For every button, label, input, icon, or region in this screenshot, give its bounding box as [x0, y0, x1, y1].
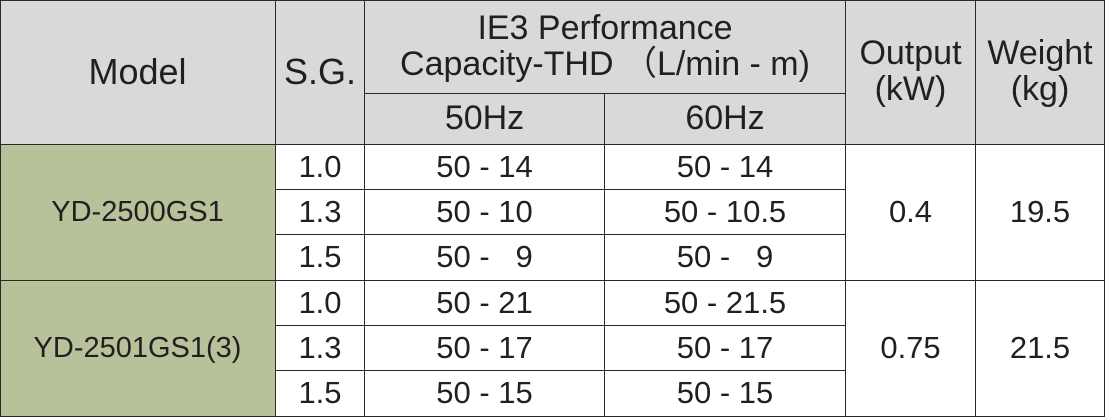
model-name: YD-2501GS1(3) — [33, 332, 242, 365]
capacity-60hz-value: 50 - 15 — [676, 375, 774, 411]
capacity-50hz-cell: 50 - 10 — [365, 190, 605, 235]
capacity-60hz-value: 50 - 14 — [676, 148, 774, 184]
weight-cell: 19.5 — [976, 145, 1105, 281]
sg-cell: 1.5 — [276, 235, 365, 281]
model-name: YD-2500GS1 — [51, 196, 224, 229]
header-50hz-label: 50Hz — [444, 99, 525, 138]
output-value: 0.4 — [888, 194, 933, 230]
capacity-60hz-cell: 50 - 21.5 — [605, 281, 846, 326]
capacity-50hz-value: 50 - 10 — [436, 193, 533, 229]
sg-cell: 1.3 — [276, 190, 365, 235]
capacity-60hz-cell: 50 - 10.5 — [605, 190, 846, 235]
sg-value: 1.3 — [298, 329, 342, 365]
capacity-50hz-value: 50 - 9 — [436, 239, 533, 275]
model-cell: YD-2501GS1(3) — [0, 281, 276, 417]
output-cell: 0.75 — [846, 281, 976, 417]
header-model-label: Model — [88, 51, 187, 93]
sg-value: 1.0 — [298, 148, 342, 184]
capacity-60hz-value: 50 - 10.5 — [663, 193, 787, 229]
header-sg: S.G. — [276, 0, 365, 145]
capacity-50hz-value: 50 - 21 — [436, 284, 533, 320]
header-60hz: 60Hz — [605, 94, 846, 145]
header-performance-line2: Capacity-THD （L/min - m) — [400, 44, 810, 83]
sg-cell: 1.3 — [276, 326, 365, 371]
capacity-50hz-cell: 50 - 21 — [365, 281, 605, 326]
capacity-60hz-cell: 50 - 17 — [605, 326, 846, 371]
capacity-60hz-cell: 50 - 15 — [605, 371, 846, 417]
header-weight-line1: Weight — [987, 34, 1093, 73]
header-weight: Weight (kg) — [976, 0, 1105, 145]
sg-value: 1.5 — [298, 239, 342, 275]
capacity-60hz-cell: 50 - 9 — [605, 235, 846, 281]
weight-cell: 21.5 — [976, 281, 1105, 417]
header-50hz: 50Hz — [365, 94, 605, 145]
capacity-60hz-value: 50 - 9 — [676, 239, 774, 275]
header-performance-line1: IE3 Performance — [477, 8, 733, 47]
capacity-60hz-value: 50 - 21.5 — [663, 284, 787, 320]
capacity-60hz-cell: 50 - 14 — [605, 145, 846, 190]
model-cell: YD-2500GS1 — [0, 145, 276, 281]
capacity-50hz-cell: 50 - 17 — [365, 326, 605, 371]
capacity-60hz-value: 50 - 17 — [676, 329, 774, 365]
sg-value: 1.5 — [298, 375, 342, 411]
header-model: Model — [0, 0, 276, 145]
capacity-50hz-cell: 50 - 15 — [365, 371, 605, 417]
header-sg-label: S.G. — [283, 51, 357, 93]
capacity-50hz-cell: 50 - 9 — [365, 235, 605, 281]
capacity-50hz-value: 50 - 17 — [436, 329, 533, 365]
weight-value: 19.5 — [1009, 194, 1071, 230]
header-60hz-label: 60Hz — [685, 99, 765, 138]
output-value: 0.75 — [880, 330, 941, 366]
output-cell: 0.4 — [846, 145, 976, 281]
capacity-50hz-value: 50 - 15 — [436, 375, 533, 411]
sg-value: 1.3 — [298, 193, 342, 229]
header-output: Output (kW) — [846, 0, 976, 145]
sg-value: 1.0 — [298, 284, 342, 320]
header-output-line2: (kW) — [874, 70, 947, 108]
header-output-line1: Output — [859, 34, 962, 73]
weight-value: 21.5 — [1009, 330, 1071, 366]
header-weight-line2: (kg) — [1010, 70, 1070, 108]
sg-cell: 1.5 — [276, 371, 365, 417]
sg-cell: 1.0 — [276, 281, 365, 326]
header-performance: IE3 Performance Capacity-THD （L/min - m) — [365, 0, 846, 94]
capacity-50hz-cell: 50 - 14 — [365, 145, 605, 190]
sg-cell: 1.0 — [276, 145, 365, 190]
capacity-50hz-value: 50 - 14 — [436, 148, 533, 184]
